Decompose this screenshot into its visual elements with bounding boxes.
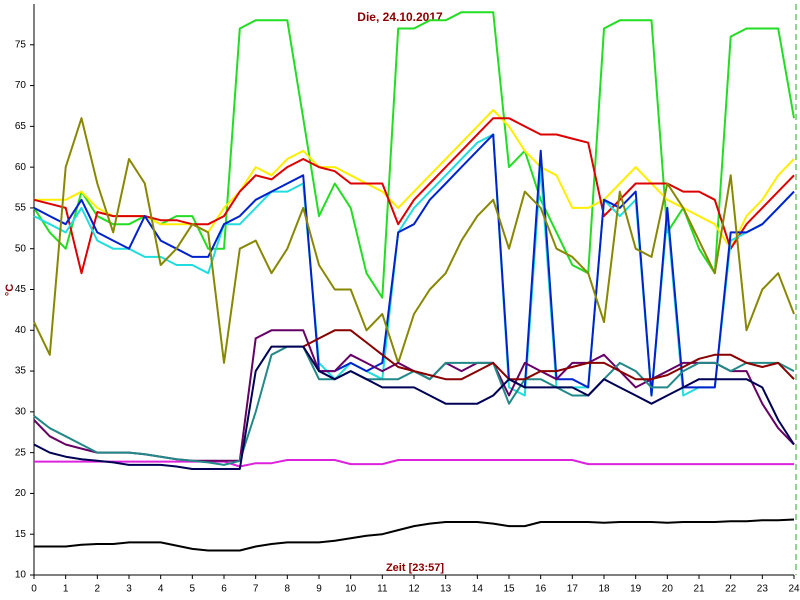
- x-axis-label: Zeit [23:57]: [386, 562, 444, 574]
- y-tick-label: 45: [15, 284, 27, 295]
- y-axis-label: °C: [4, 284, 16, 296]
- x-tick-label: 14: [472, 584, 484, 595]
- y-tick-label: 10: [15, 570, 27, 581]
- y-tick-label: 15: [15, 529, 27, 540]
- series-line: [33, 11, 795, 299]
- y-tick-label: 75: [15, 39, 27, 50]
- x-tick-label: 4: [158, 584, 164, 595]
- y-tick-label: 55: [15, 203, 27, 214]
- x-tick-label: 23: [757, 584, 769, 595]
- y-tick-label: 70: [15, 80, 27, 91]
- x-tick-label: 7: [253, 584, 259, 595]
- x-tick-label: 10: [345, 584, 357, 595]
- series-line: [34, 518, 795, 552]
- x-tick-label: 18: [598, 584, 610, 595]
- y-tick-label: 60: [15, 162, 27, 173]
- x-tick-label: 19: [630, 584, 642, 595]
- x-tick-label: 0: [31, 584, 37, 595]
- x-tick-label: 15: [503, 584, 515, 595]
- y-tick-label: 35: [15, 366, 27, 377]
- series-line: [34, 109, 795, 250]
- y-tick-label: 40: [15, 325, 27, 336]
- x-tick-label: 9: [316, 584, 322, 595]
- y-tick-label: 20: [15, 488, 27, 499]
- y-tick-label: 65: [15, 121, 27, 132]
- x-tick-label: 21: [693, 584, 705, 595]
- x-tick-label: 8: [285, 584, 291, 595]
- x-tick-label: 22: [725, 584, 737, 595]
- x-tick-label: 13: [440, 584, 452, 595]
- series-line: [34, 459, 794, 468]
- x-tick-label: 16: [535, 584, 547, 595]
- y-tick-label: 25: [15, 447, 27, 458]
- x-tick-label: 3: [126, 584, 132, 595]
- series-line: [302, 329, 795, 381]
- x-tick-label: 20: [662, 584, 674, 595]
- series-line: [33, 133, 795, 397]
- x-tick-label: 1: [63, 584, 69, 595]
- series-line: [33, 117, 795, 364]
- x-tick-label: 11: [377, 584, 388, 595]
- chart-title: Die, 24.10.2017: [357, 10, 443, 24]
- y-tick-label: 30: [15, 406, 27, 417]
- y-tick-label: 50: [15, 243, 27, 254]
- x-tick-label: 24: [788, 584, 800, 595]
- series-line: [33, 345, 795, 470]
- x-tick-label: 12: [408, 584, 420, 595]
- x-tick-label: 17: [567, 584, 579, 595]
- x-tick-label: 5: [190, 584, 196, 595]
- x-tick-label: 6: [221, 584, 227, 595]
- x-tick-label: 2: [95, 584, 101, 595]
